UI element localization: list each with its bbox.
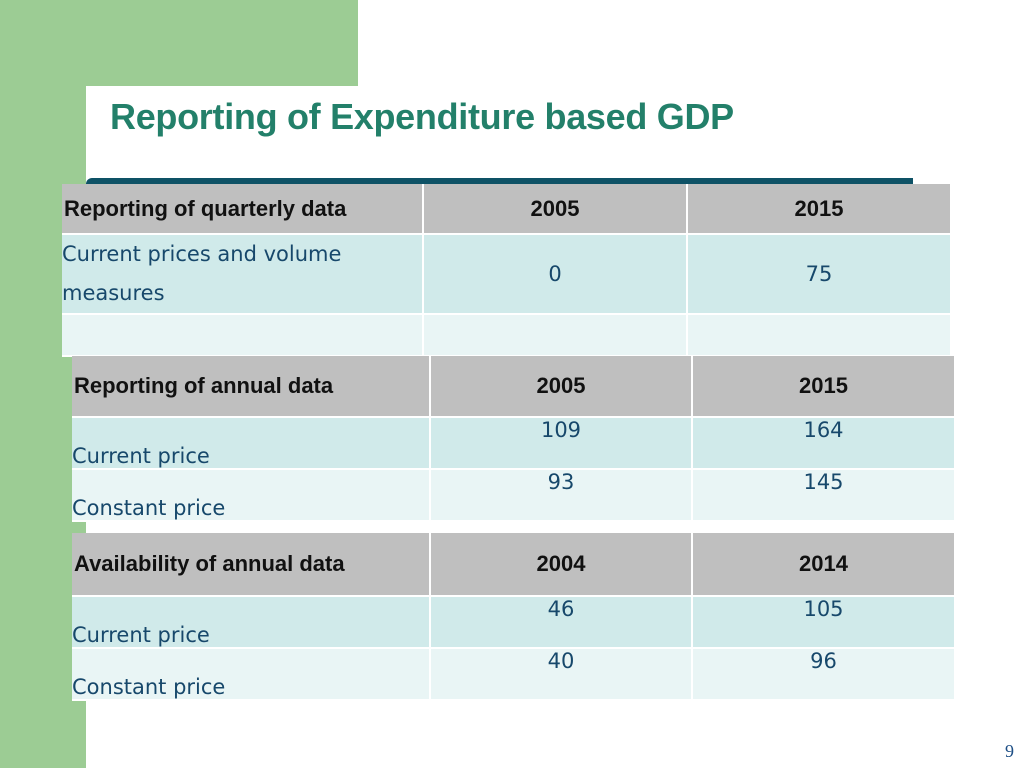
row-value-year-1: 0 <box>423 234 688 315</box>
header-cell-label: Reporting of annual data <box>72 356 431 418</box>
table-row: Current price 46 105 <box>72 596 954 649</box>
row-value-year-1: 93 <box>430 469 693 522</box>
row-label <box>62 314 424 357</box>
decorative-green-band-left <box>0 0 86 768</box>
row-value-year-2: 164 <box>692 417 954 470</box>
table-row: Current prices and volume measures 0 75 <box>62 234 950 315</box>
title-divider <box>86 178 913 186</box>
row-label: Constant price <box>72 648 431 701</box>
header-cell-year-2: 2014 <box>692 533 954 597</box>
quarterly-data-table: Reporting of quarterly data 2005 2015 Cu… <box>62 184 950 357</box>
slide-title: Reporting of Expenditure based GDP <box>110 96 734 137</box>
row-value-year-2 <box>687 314 950 357</box>
table-row: Constant price 40 96 <box>72 648 954 701</box>
table-row: Current price 109 164 <box>72 417 954 470</box>
row-value-year-2: 75 <box>687 234 950 315</box>
header-cell-year-1: 2005 <box>430 356 693 418</box>
header-cell-year-2: 2015 <box>692 356 954 418</box>
annual-availability-table: Availability of annual data 2004 2014 Cu… <box>72 533 954 701</box>
row-label: Current prices and volume measures <box>62 234 424 315</box>
annual-reporting-table: Reporting of annual data 2005 2015 Curre… <box>72 356 954 522</box>
header-cell-year-2: 2015 <box>687 184 950 235</box>
table-row: Constant price 93 145 <box>72 469 954 522</box>
row-value-year-1: 109 <box>430 417 693 470</box>
table-row <box>62 314 950 357</box>
row-value-year-2: 105 <box>692 596 954 649</box>
row-label: Constant price <box>72 469 431 522</box>
page-number: 9 <box>1005 741 1014 761</box>
header-cell-year-1: 2005 <box>423 184 688 235</box>
row-label: Current price <box>72 417 431 470</box>
header-cell-label: Reporting of quarterly data <box>62 184 424 235</box>
row-value-year-1: 46 <box>430 596 693 649</box>
header-cell-label: Availability of annual data <box>72 533 431 597</box>
row-label: Current price <box>72 596 431 649</box>
table-header-row: Availability of annual data 2004 2014 <box>72 533 954 597</box>
row-value-year-2: 145 <box>692 469 954 522</box>
header-cell-year-1: 2004 <box>430 533 693 597</box>
row-value-year-1 <box>423 314 688 357</box>
table-header-row: Reporting of annual data 2005 2015 <box>72 356 954 418</box>
row-value-year-2: 96 <box>692 648 954 701</box>
table-header-row: Reporting of quarterly data 2005 2015 <box>62 184 950 235</box>
row-value-year-1: 40 <box>430 648 693 701</box>
